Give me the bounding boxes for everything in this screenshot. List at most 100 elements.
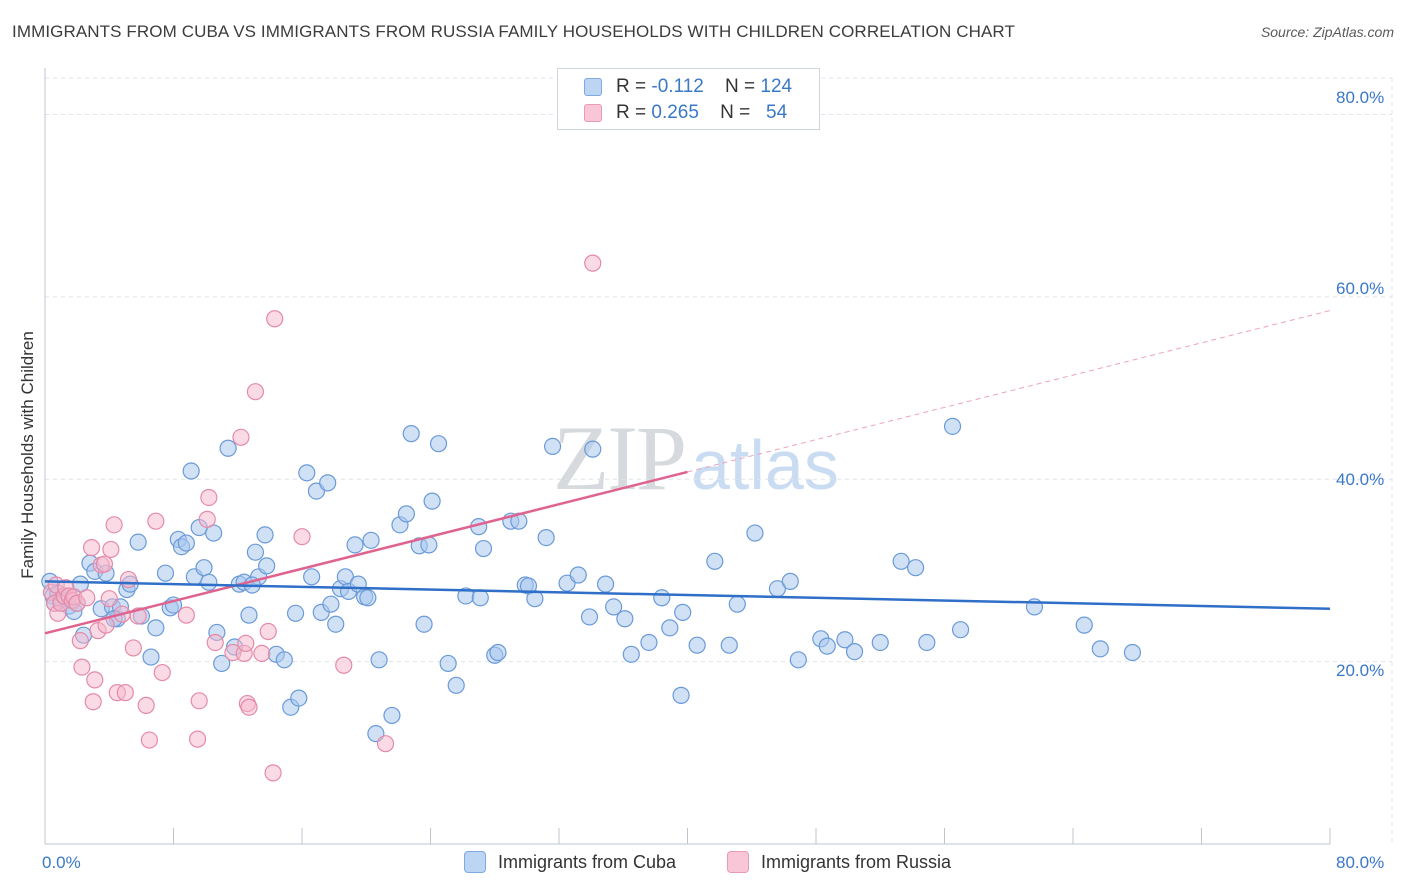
russia-point	[116, 684, 134, 702]
cuba-point	[397, 505, 416, 523]
cuba-point	[543, 437, 562, 456]
cuba-point	[200, 573, 218, 591]
series-legend: Immigrants from Cuba Immigrants from Rus…	[0, 851, 1406, 877]
russia-point	[119, 570, 138, 589]
cuba-point	[474, 539, 493, 558]
legend-label-cuba: Immigrants from Cuba	[498, 851, 677, 872]
cuba-point	[746, 524, 764, 542]
n-label: N =	[720, 102, 751, 123]
cuba-point	[298, 464, 316, 482]
russia-legend-swatch	[727, 851, 749, 873]
cuba-point	[661, 619, 679, 637]
russia-point	[102, 540, 120, 559]
cuba-point	[402, 425, 420, 443]
cuba-point	[156, 564, 175, 582]
russia-point	[124, 639, 142, 657]
cuba-point	[383, 706, 401, 725]
trend-line-russia	[44, 470, 688, 635]
cuba-point	[720, 636, 738, 654]
cuba-point	[147, 619, 165, 637]
russia-point	[95, 555, 114, 573]
cuba-point	[906, 559, 925, 577]
cuba-point	[322, 595, 340, 613]
russia-point	[86, 671, 104, 689]
legend-item-russia[interactable]: Immigrants from Russia	[727, 851, 951, 873]
cuba-point	[142, 648, 160, 666]
x-tick-label-min: 0.0%	[42, 853, 81, 872]
russia-point	[137, 696, 155, 714]
cuba-point	[845, 642, 864, 661]
russia-point	[206, 633, 224, 652]
cuba-point	[303, 568, 321, 586]
russia-swatch	[584, 104, 602, 122]
cuba-point	[605, 598, 623, 616]
axes	[44, 68, 1331, 845]
cuba-point	[674, 603, 692, 621]
cuba-point	[256, 526, 274, 544]
cuba-point	[219, 439, 237, 457]
r-label: R =	[616, 102, 647, 123]
russia-point	[84, 693, 102, 711]
cuba-point	[319, 474, 337, 492]
cuba-swatch	[584, 78, 602, 96]
cuba-point	[706, 552, 724, 570]
cuba-point	[616, 610, 634, 628]
cuba-point	[836, 631, 854, 649]
russia-point	[153, 663, 171, 682]
cuba-point	[182, 462, 200, 480]
russia-point	[105, 516, 123, 534]
y-tick-label-20: 20.0%	[1336, 661, 1385, 680]
cuba-point	[286, 604, 305, 622]
russia-point	[376, 735, 395, 753]
cuba-point	[370, 651, 388, 669]
r-label: R =	[616, 76, 647, 97]
russia-point	[232, 428, 250, 446]
cuba-point	[943, 417, 962, 435]
cuba-point	[789, 651, 807, 669]
cuba-point	[1075, 616, 1093, 634]
russia-point	[335, 656, 353, 674]
cuba-point	[275, 651, 293, 669]
legend-item-cuba[interactable]: Immigrants from Cuba	[464, 851, 676, 873]
cuba-point	[415, 615, 433, 633]
cuba-point	[537, 528, 555, 547]
cuba-point	[489, 643, 507, 662]
cuba-point	[918, 633, 936, 652]
cuba-point	[359, 589, 377, 607]
cuba-point	[584, 440, 602, 458]
cuba-point	[177, 534, 195, 552]
russia-point	[253, 644, 271, 663]
cuba-point	[447, 676, 465, 694]
y-tick-label-60: 60.0%	[1336, 279, 1385, 298]
cuba-point	[622, 645, 640, 663]
cuba-point	[892, 552, 910, 570]
russia-point	[188, 730, 207, 748]
cuba-legend-swatch	[464, 851, 486, 873]
russia-point	[147, 512, 165, 530]
chart-title: IMMIGRANTS FROM CUBA VS IMMIGRANTS FROM …	[12, 22, 1015, 41]
cuba-point	[688, 636, 706, 654]
cuba-point	[871, 633, 889, 652]
cuba-point	[129, 533, 147, 551]
cuba-point	[362, 531, 380, 549]
cuba-point	[672, 686, 690, 704]
russia-point	[82, 539, 101, 557]
cuba-point	[569, 566, 587, 584]
trend-lines	[44, 310, 1331, 635]
russia-point	[177, 606, 195, 624]
cuba-point	[728, 595, 746, 613]
russia-point	[73, 658, 91, 676]
cuba-point	[439, 654, 457, 673]
n-label: N =	[724, 76, 756, 97]
cuba-point	[240, 606, 258, 624]
cuba-point	[195, 559, 213, 577]
russia-point	[78, 589, 96, 607]
russia-point	[200, 488, 218, 507]
cuba-point	[1123, 643, 1142, 662]
russia-point	[293, 528, 311, 546]
russia-point	[259, 622, 277, 641]
cuba-point	[213, 654, 231, 673]
r-value-russia: 0.265	[651, 102, 699, 123]
cuba-point	[290, 689, 308, 707]
cuba-point	[640, 633, 658, 652]
